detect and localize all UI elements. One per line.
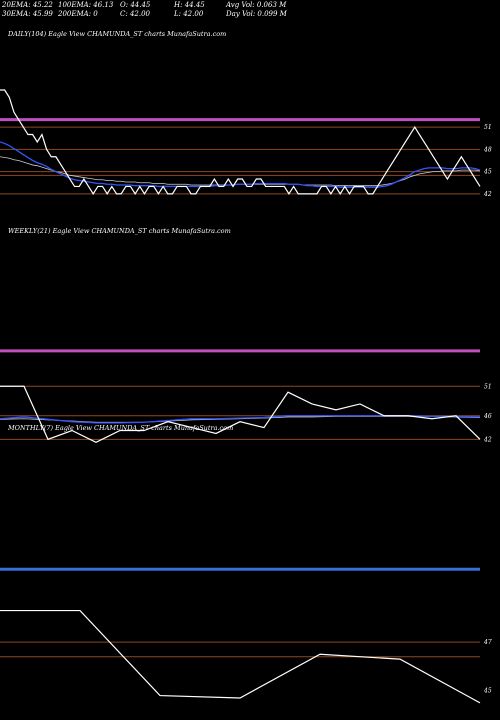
monthly-ytick-1: 45 bbox=[483, 688, 492, 695]
weekly-price-line bbox=[0, 385, 481, 443]
daily-panel-label: DAILY(104) Eagle View CHAMUNDA_ST charts… bbox=[8, 30, 227, 38]
weekly-ytick-2: 42 bbox=[483, 436, 492, 443]
stat-100ema: 100EMA: 46.13 bbox=[58, 1, 114, 9]
stat-high: H: 44.45 bbox=[174, 1, 205, 9]
weekly-ytick-0: 51 bbox=[484, 383, 492, 390]
daily-ema-line bbox=[0, 141, 481, 188]
daily-ytick-1: 48 bbox=[483, 146, 492, 153]
stat-close: C: 42.00 bbox=[120, 10, 150, 18]
daily-ytick-3: 42 bbox=[483, 191, 492, 198]
daily-ytick-0: 51 bbox=[484, 124, 492, 131]
weekly-panel-label: WEEKLY(21) Eagle View CHAMUNDA_ST charts… bbox=[8, 227, 231, 235]
monthly-price-line bbox=[0, 609, 481, 704]
stat-200ema: 200EMA: 0 bbox=[58, 10, 98, 18]
stat-20ema: 20EMA: 45.22 bbox=[2, 1, 53, 9]
stat-day-vol: Day Vol: 0.099 M bbox=[226, 10, 287, 18]
weekly-ytick-1: 46 bbox=[483, 413, 492, 420]
stat-open: O: 44.45 bbox=[120, 1, 151, 9]
stat-30ema: 30EMA: 45.99 bbox=[2, 10, 53, 18]
monthly-ytick-0: 47 bbox=[483, 639, 492, 646]
stat-low: L: 42.00 bbox=[174, 10, 204, 18]
monthly-panel-label: MONTHLY(7) Eagle View CHAMUNDA_ST charts… bbox=[8, 424, 234, 432]
stat-avg-vol: Avg Vol: 0.063 M bbox=[226, 1, 287, 9]
daily-ytick-2: 45 bbox=[483, 169, 492, 176]
daily-price-line bbox=[0, 89, 481, 195]
